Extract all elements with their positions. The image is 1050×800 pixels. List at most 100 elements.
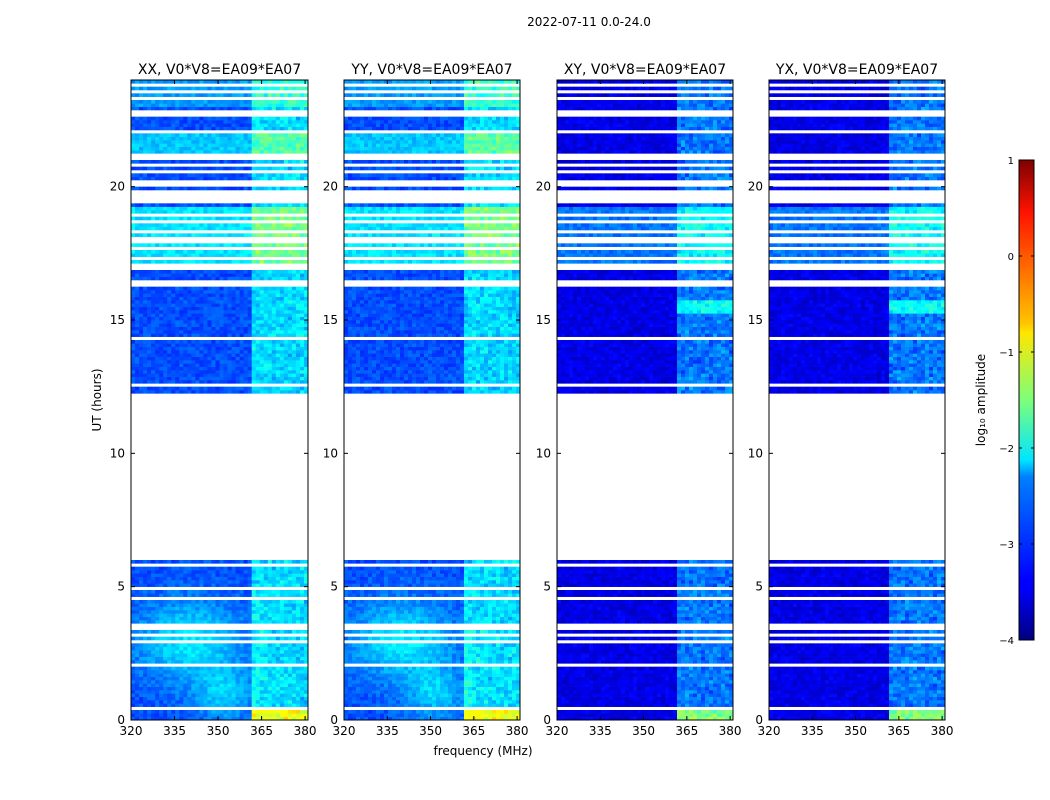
heatmap-cell (171, 630, 176, 634)
heatmap-cell (163, 716, 168, 721)
heatmap-cell (163, 570, 168, 574)
heatmap-cell (440, 710, 445, 714)
heatmap-cell (247, 273, 253, 277)
heatmap-cell (163, 603, 168, 607)
heatmap-cell (163, 666, 168, 671)
heatmap-cell (223, 80, 228, 84)
heatmap-cell (263, 653, 269, 657)
heatmap-cell (131, 243, 136, 247)
heatmap-cell (283, 713, 289, 717)
heatmap-cell (275, 686, 281, 691)
heatmap-cell (207, 166, 212, 171)
heatmap-cell (195, 573, 200, 577)
heatmap-cell (392, 703, 397, 707)
heatmap-cell (287, 560, 293, 564)
heatmap-cell (175, 260, 180, 264)
heatmap-cell (235, 380, 241, 384)
heatmap-cell (207, 116, 212, 121)
heatmap-cell (215, 260, 220, 264)
heatmap-cell (211, 670, 216, 674)
heatmap-cell (143, 696, 148, 701)
heatmap-cell (247, 576, 253, 581)
heatmap-cell (303, 276, 309, 281)
heatmap-cell (135, 680, 140, 684)
heatmap-cell (271, 693, 277, 697)
heatmap-cell (219, 126, 224, 131)
heatmap-cell (223, 346, 228, 351)
heatmap-cell (163, 210, 168, 214)
heatmap-cell (187, 176, 192, 181)
heatmap-cell (151, 270, 156, 274)
heatmap-cell (219, 286, 224, 291)
heatmap-cell (135, 613, 140, 617)
heatmap-cell (251, 126, 257, 131)
heatmap-cell (223, 610, 228, 614)
heatmap-cell (299, 166, 305, 171)
heatmap-cell (275, 600, 281, 604)
heatmap-cell (159, 286, 164, 291)
heatmap-cell (183, 243, 188, 247)
heatmap-cell (183, 390, 188, 394)
heatmap-cell (299, 353, 305, 357)
heatmap-cell (219, 203, 224, 207)
heatmap-cell (175, 666, 180, 671)
heatmap-cell (151, 686, 156, 691)
heatmap-cell (131, 120, 136, 124)
heatmap-cell (139, 313, 144, 317)
heatmap-cell (159, 343, 164, 347)
heatmap-cell (235, 373, 241, 377)
heatmap-cell (167, 686, 172, 691)
heatmap-cell (239, 696, 245, 701)
heatmap-cell (287, 340, 293, 344)
heatmap-cell (271, 243, 277, 247)
heatmap-cell (211, 593, 216, 597)
heatmap-cell (199, 660, 204, 664)
heatmap-cell (295, 573, 301, 577)
heatmap-cell (275, 313, 281, 317)
heatmap-cell (207, 646, 212, 651)
heatmap-cell (251, 146, 257, 151)
heatmap-cell (215, 146, 220, 151)
heatmap-cell (496, 690, 501, 694)
heatmap-cell (287, 583, 293, 587)
heatmap-cell (219, 363, 224, 367)
heatmap-cell (215, 606, 220, 611)
heatmap-cell (291, 340, 297, 344)
heatmap-cell (207, 583, 212, 587)
heatmap-cell (247, 216, 253, 221)
heatmap-cell (263, 636, 269, 641)
heatmap-cell (303, 573, 309, 577)
heatmap-cell (412, 716, 417, 721)
heatmap-cell (179, 233, 184, 237)
heatmap-cell (167, 333, 172, 337)
heatmap-cell (243, 273, 249, 277)
heatmap-cell (135, 356, 140, 361)
heatmap-cell (191, 150, 196, 154)
heatmap-cell (239, 620, 245, 624)
heatmap-cell (171, 653, 176, 657)
heatmap-cell (279, 650, 285, 654)
heatmap-cell (143, 370, 148, 374)
heatmap-cell (151, 313, 156, 317)
heatmap-cell (243, 656, 249, 661)
heatmap-cell (163, 300, 168, 304)
heatmap-cell (175, 650, 180, 654)
heatmap-cell (131, 683, 136, 687)
heatmap-cell (199, 166, 204, 171)
heatmap-cell (299, 380, 305, 384)
heatmap-cell (227, 620, 232, 624)
heatmap-cell (191, 676, 196, 681)
heatmap-cell (159, 390, 164, 394)
heatmap-cell (175, 600, 180, 604)
heatmap-cell (271, 320, 277, 324)
heatmap-cell (199, 710, 204, 714)
heatmap-cell (183, 676, 188, 681)
heatmap-cell (175, 376, 180, 381)
heatmap-cell (299, 356, 305, 361)
heatmap-cell (283, 686, 289, 691)
heatmap-cell (207, 80, 212, 84)
heatmap-cell (207, 106, 212, 111)
heatmap-cell (147, 206, 152, 211)
heatmap-cell (211, 653, 216, 657)
heatmap-cell (195, 380, 200, 384)
